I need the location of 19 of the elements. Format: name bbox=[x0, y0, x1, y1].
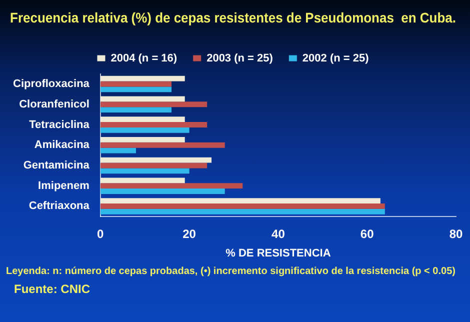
x-tick-label: 60 bbox=[360, 226, 374, 241]
legend-label: 2004 (n = 16) bbox=[110, 52, 178, 64]
y-tick-label: Ceftriaxona bbox=[28, 200, 90, 212]
y-tick-label: Gentamicina bbox=[23, 160, 90, 172]
x-tick-label: 20 bbox=[182, 226, 196, 241]
x-tick-label: 80 bbox=[449, 226, 463, 241]
chart-title: Frecuencia relativa (%) de cepas resistentes de Pseudomonas en Cuba. bbox=[10, 10, 456, 26]
text: Leyenda: n: número de cepas probadas, (•) incremento significativo de la resistencia (p < 0.05) bbox=[6, 266, 456, 278]
y-tick-label: Cloranfenicol bbox=[19, 98, 90, 110]
x-tick-label: 0 bbox=[97, 226, 104, 241]
source-note: Fuente: CNIC bbox=[14, 282, 91, 296]
legend-label: 2002 (n = 25) bbox=[302, 52, 370, 64]
x-axis-title: % DE RESISTENCIA bbox=[226, 247, 331, 260]
legend-label: 2003 (n = 25) bbox=[206, 52, 274, 64]
y-tick-label: Tetraciclina bbox=[29, 118, 90, 131]
y-tick-label: Amikacina bbox=[34, 139, 90, 152]
y-tick-label: Ciprofloxacina bbox=[13, 78, 90, 90]
x-tick-label: 40 bbox=[272, 226, 286, 241]
y-tick-label: Imipenem bbox=[38, 180, 90, 192]
